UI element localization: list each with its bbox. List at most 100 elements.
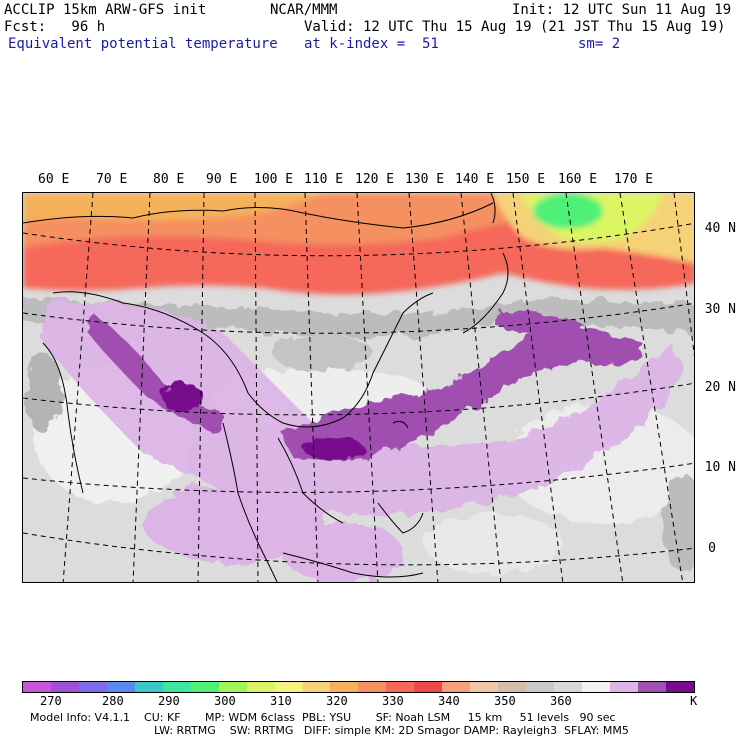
purple-core xyxy=(498,311,583,338)
colorbar-tick: 290 xyxy=(158,694,180,708)
whitish-area xyxy=(423,513,563,573)
colorbar-tick: 280 xyxy=(102,694,124,708)
lon-label: 100 E xyxy=(254,172,294,187)
parallel-line xyxy=(23,222,694,257)
borneo-coast xyxy=(282,552,424,578)
coast-line xyxy=(42,342,84,494)
colorbar-tick: 310 xyxy=(270,694,292,708)
model-title: ACCLIP 15km ARW-GFS init xyxy=(4,2,207,18)
lat-label: 40 N xyxy=(704,221,736,236)
border-line xyxy=(23,202,494,229)
colorbar-swatch xyxy=(23,682,51,692)
org-label: NCAR/MMM xyxy=(270,2,338,18)
lon-label: 80 E xyxy=(153,172,185,187)
meridian-line xyxy=(254,193,259,582)
colorbar-swatch xyxy=(162,682,191,692)
colorbar-swatch xyxy=(302,682,331,692)
graticule xyxy=(23,193,694,582)
meridian-line xyxy=(512,193,564,582)
model-info-line1: Model Info: V4.1.1 CU: KF MP: WDM 6class… xyxy=(30,711,616,724)
grey-band xyxy=(23,298,694,337)
meridian-line xyxy=(132,193,151,582)
colorbar-tick: 300 xyxy=(214,694,236,708)
colorbar-unit: K xyxy=(690,694,698,708)
colorbar-swatch xyxy=(386,682,415,692)
valid-time: Valid: 12 UTC Thu 15 Aug 19 (21 JST Thu … xyxy=(304,19,726,35)
japan-coast xyxy=(462,252,509,334)
lon-label: 70 E xyxy=(96,172,128,187)
coast-line xyxy=(222,422,278,582)
lon-label: 140 E xyxy=(455,172,495,187)
meridian-line xyxy=(62,193,94,582)
parallel-line xyxy=(23,302,694,334)
init-time: Init: 12 UTC Sun 11 Aug 19 xyxy=(512,2,732,18)
forecast-hour: Fcst: 96 h xyxy=(4,19,106,35)
map-canvas xyxy=(23,193,694,582)
colorbar-swatch xyxy=(274,682,303,692)
colorbar-tick: 360 xyxy=(550,694,572,708)
colorbar-swatch xyxy=(498,682,527,692)
field-name: Equivalent potential temperature xyxy=(8,36,278,52)
meridian-line xyxy=(356,193,379,582)
colorbar-swatch xyxy=(190,682,219,692)
taiwan-coast xyxy=(392,420,409,429)
warm-band xyxy=(533,193,603,229)
model-info-line2: LW: RRTMG SW: RRTMG DIFF: simple KM: 2D … xyxy=(154,724,629,737)
parallel-line xyxy=(23,532,694,566)
grey-patch xyxy=(663,473,694,573)
colorbar-swatch xyxy=(246,682,275,692)
colorbar-swatch xyxy=(442,682,471,692)
light-purple-region xyxy=(283,523,403,582)
colorbar-swatch xyxy=(526,682,555,692)
grey-patch xyxy=(273,335,373,371)
light-purple-region xyxy=(43,301,683,516)
philippines-coast xyxy=(377,502,424,534)
meridian-line xyxy=(460,193,502,582)
colorbar-swatch xyxy=(134,682,163,692)
colorbar-swatch xyxy=(106,682,135,692)
colorbar-swatch xyxy=(554,682,583,692)
meridian-line xyxy=(565,193,624,582)
parallel-line xyxy=(23,462,694,493)
colorbar-tick: 330 xyxy=(382,694,404,708)
colorbar-swatch xyxy=(637,682,666,692)
theta-e-map xyxy=(22,192,695,583)
lon-label: 160 E xyxy=(558,172,598,187)
colorbar-swatch xyxy=(582,682,611,692)
coast-line xyxy=(52,291,434,428)
lat-label: 0 xyxy=(708,541,716,556)
coast-line xyxy=(277,437,344,524)
warm-band xyxy=(23,193,323,223)
colorbar-swatch xyxy=(330,682,359,692)
colorbar-tick: 340 xyxy=(438,694,460,708)
colorbar-swatch xyxy=(414,682,443,692)
colorbar-swatch xyxy=(78,682,107,692)
coastlines xyxy=(23,193,509,582)
colorbar-swatch xyxy=(358,682,387,692)
lon-label: 170 E xyxy=(614,172,654,187)
dark-purple-core xyxy=(161,384,205,412)
parallel-line xyxy=(23,382,694,416)
lon-label: 90 E xyxy=(206,172,238,187)
meridian-line xyxy=(619,193,684,582)
lon-label: 130 E xyxy=(405,172,445,187)
meridian-line xyxy=(408,193,439,582)
meridian-line xyxy=(304,193,319,582)
lat-label: 20 N xyxy=(704,380,736,395)
lon-label: 110 E xyxy=(304,172,344,187)
lon-label: 60 E xyxy=(38,172,70,187)
level-label: at k-index = 51 xyxy=(304,36,439,52)
light-purple-region xyxy=(143,483,323,563)
smoothing-label: sm= 2 xyxy=(578,36,621,52)
colorbar xyxy=(22,681,695,693)
colorbar-tick: 270 xyxy=(40,694,62,708)
meridian-line xyxy=(197,193,205,582)
sakhalin-coast xyxy=(490,193,496,224)
meridian-line xyxy=(673,193,694,357)
lat-label: 10 N xyxy=(704,460,736,475)
colorbar-swatch xyxy=(218,682,247,692)
colorbar-tick: 320 xyxy=(326,694,348,708)
lat-label: 30 N xyxy=(704,302,736,317)
lon-label: 120 E xyxy=(355,172,395,187)
colorbar-swatch xyxy=(50,682,79,692)
